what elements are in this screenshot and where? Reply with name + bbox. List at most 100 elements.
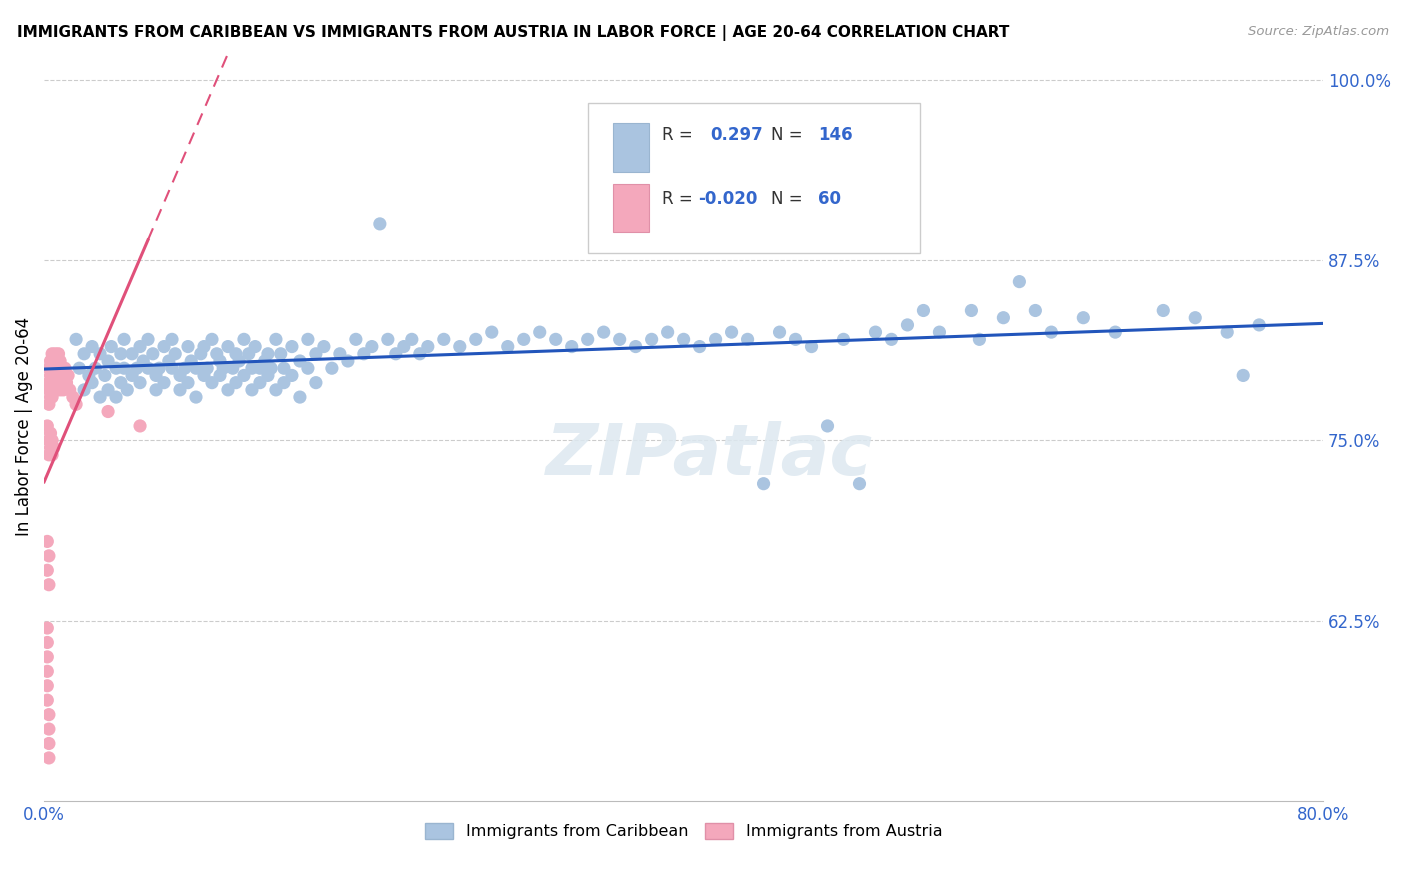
Point (1008, 275, 1031, 289)
Point (481, 325, 503, 339)
Point (37, 665, 59, 679)
Point (297, 361, 319, 376)
Point (785, 332, 807, 346)
Point (42, 383, 65, 397)
Point (273, 361, 295, 376)
Point (253, 354, 276, 368)
Point (177, 340, 200, 354)
Point (49, 354, 72, 368)
Point (353, 347, 375, 361)
Point (148, 361, 170, 376)
Point (132, 354, 155, 368)
Point (37, 679, 59, 693)
Point (38, 751, 60, 765)
Point (56, 368, 79, 383)
Point (129, 340, 152, 354)
Point (233, 368, 256, 383)
Point (368, 217, 391, 231)
Point (993, 310, 1015, 325)
Point (38, 376, 60, 390)
Point (184, 390, 207, 404)
Point (80, 340, 103, 354)
Point (217, 340, 239, 354)
Point (39, 368, 62, 383)
Point (195, 361, 218, 376)
Point (592, 325, 614, 339)
Point (243, 340, 266, 354)
Point (184, 361, 207, 376)
Point (297, 332, 319, 346)
Point (737, 332, 759, 346)
Point (768, 325, 790, 339)
Point (496, 340, 519, 354)
Point (544, 332, 567, 346)
Point (1232, 368, 1254, 383)
Point (129, 419, 152, 434)
Point (240, 361, 263, 376)
Point (84, 361, 107, 376)
Point (153, 376, 176, 390)
Point (865, 325, 887, 339)
Point (110, 347, 132, 361)
Point (38, 737, 60, 751)
Point (42, 354, 65, 368)
Point (41, 361, 63, 376)
Point (336, 354, 359, 368)
Point (561, 340, 583, 354)
Point (73, 347, 96, 361)
Point (38, 722, 60, 736)
Point (37, 534, 59, 549)
Point (129, 376, 152, 390)
Point (39, 441, 62, 455)
Point (112, 361, 135, 376)
Point (969, 332, 991, 346)
Point (896, 318, 918, 332)
Point (145, 383, 167, 397)
Point (97, 383, 120, 397)
Point (193, 368, 215, 383)
Point (1152, 303, 1174, 318)
Point (55, 376, 77, 390)
Point (640, 332, 662, 346)
Point (1216, 325, 1239, 339)
Point (689, 340, 711, 354)
Point (217, 383, 239, 397)
FancyBboxPatch shape (588, 103, 921, 253)
Point (38, 448, 60, 462)
Point (38, 707, 60, 722)
Point (312, 340, 335, 354)
Point (44, 347, 66, 361)
Point (39, 354, 62, 368)
Point (38, 549, 60, 563)
Point (42, 441, 65, 455)
Point (37, 563, 59, 577)
Point (80, 376, 103, 390)
Point (912, 303, 935, 318)
Point (49, 368, 72, 383)
Point (409, 347, 432, 361)
Point (97, 354, 120, 368)
Point (433, 332, 456, 346)
Point (1040, 325, 1063, 339)
Point (38, 397, 60, 411)
Point (180, 354, 202, 368)
Point (1024, 303, 1046, 318)
Point (44, 376, 66, 390)
Point (42, 368, 65, 383)
Point (67, 361, 90, 376)
Point (212, 361, 235, 376)
Point (392, 340, 415, 354)
Point (222, 361, 245, 376)
Point (44, 361, 66, 376)
Point (529, 325, 551, 339)
Point (125, 361, 148, 376)
Point (136, 361, 159, 376)
Point (97, 404, 120, 418)
Point (89, 347, 111, 361)
Point (169, 383, 191, 397)
Point (153, 340, 176, 354)
Point (173, 361, 195, 376)
Point (260, 361, 283, 376)
Point (416, 340, 439, 354)
Point (39, 390, 62, 404)
